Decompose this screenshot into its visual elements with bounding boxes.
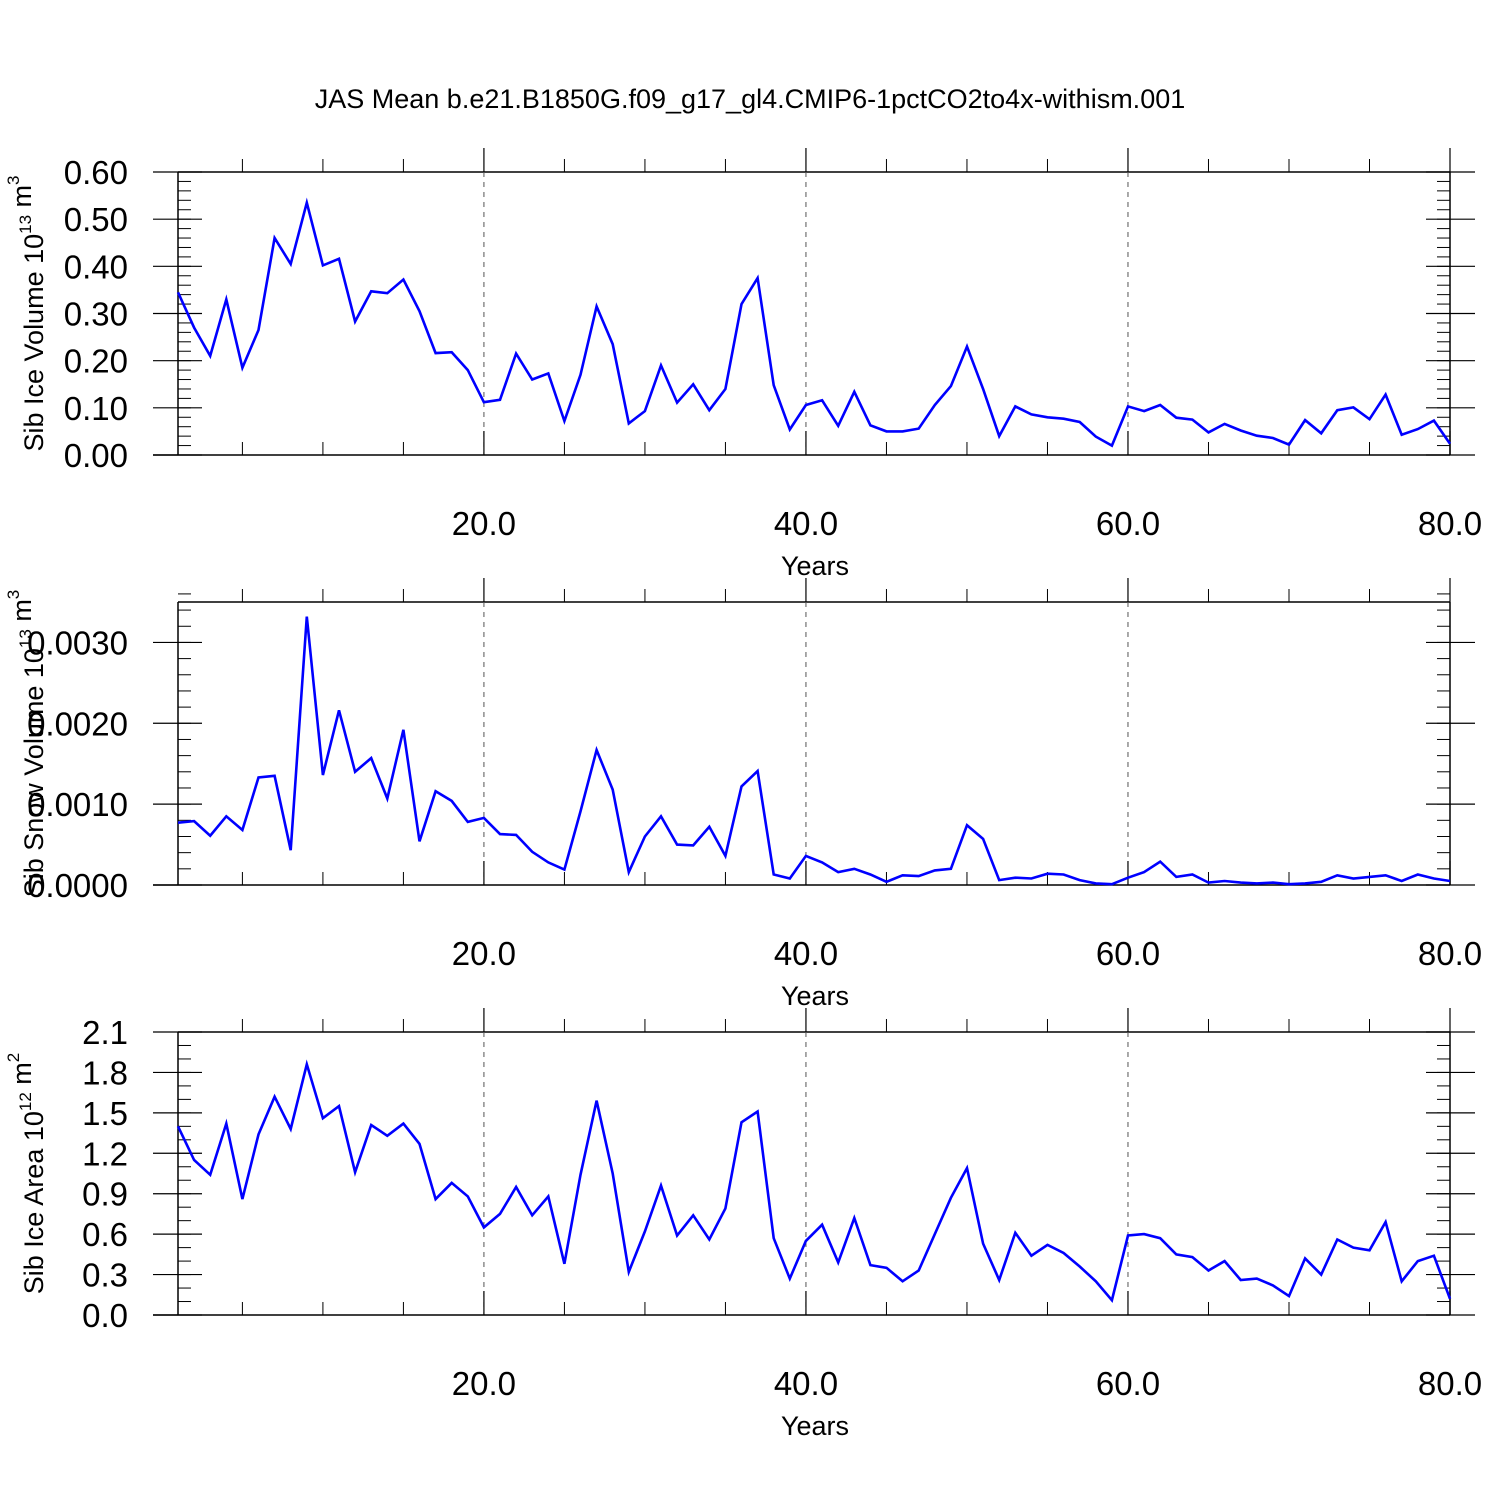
x-axis-label: Years [781,1411,849,1441]
y-tick-label: 1.5 [82,1095,128,1132]
y-tick-label: 0.60 [64,154,128,191]
y-tick-label: 0.9 [82,1176,128,1213]
series-line-sib-snow-volume [177,616,1451,886]
figure-title: JAS Mean b.e21.B1850G.f09_g17_gl4.CMIP6-… [315,84,1186,114]
panel-sib-ice-area: 20.0 40.0 60.0 80.0 0.00.3 0.60.9 1.21.5 1.82.1… [4,1008,1482,1441]
series-line-sib-ice-area [176,1059,1452,1303]
y-axis-label: Sib Ice Volume 1013 m3 [4,175,49,451]
x-tick-label: 20.0 [452,1365,516,1402]
panel-sib-snow-volume: 20.0 40.0 60.0 80.0 0.0000 0.0010 0.0020 0.0030… [4,578,1482,1011]
x-tick-label: 80.0 [1418,505,1482,542]
x-tick-label: 60.0 [1096,505,1160,542]
y-tick-label: 0.00 [64,437,128,474]
y-tick-label: 0.20 [64,343,128,380]
y-tick-label: 0.0010 [27,786,128,823]
y-axis-label: Sib Ice Area 1012 m2 [4,1053,49,1295]
x-tick-label: 60.0 [1096,935,1160,972]
y-tick-label: 0.3 [82,1257,128,1294]
y-tick-label: 0.0030 [27,624,128,661]
x-tick-label: 40.0 [774,505,838,542]
y-tick-label: 0.0020 [27,705,128,742]
x-tick-label: 20.0 [452,505,516,542]
x-tick-label: 60.0 [1096,1365,1160,1402]
series-line-sib-ice-volume [176,197,1452,448]
x-axis-label: Years [781,981,849,1011]
x-tick-label: 20.0 [452,935,516,972]
y-tick-label: 0.10 [64,390,128,427]
y-tick-label: 0.0000 [27,867,128,904]
y-tick-label: 2.1 [82,1014,128,1051]
y-axis-label: Sib Snow Volume 1013 m3 [4,590,49,898]
y-tick-label: 1.2 [82,1135,128,1172]
y-tick-label: 0.0 [82,1297,128,1334]
x-tick-label: 40.0 [774,935,838,972]
panel-sib-ice-volume: 20.0 40.0 60.0 80.0 0.00 0.10 0.20 0.30 0.40 0.50… [4,148,1482,581]
y-tick-label: 0.40 [64,248,128,285]
x-tick-label: 80.0 [1418,935,1482,972]
y-tick-label: 0.6 [82,1216,128,1253]
panels: 20.0 40.0 60.0 80.0 0.00 0.10 0.20 0.30 0.40 0.50… [4,148,1482,1441]
x-tick-label: 40.0 [774,1365,838,1402]
x-tick-label: 80.0 [1418,1365,1482,1402]
y-tick-label: 1.8 [82,1054,128,1091]
y-tick-label: 0.30 [64,296,128,333]
x-axis-label: Years [781,551,849,581]
y-tick-label: 0.50 [64,201,128,238]
